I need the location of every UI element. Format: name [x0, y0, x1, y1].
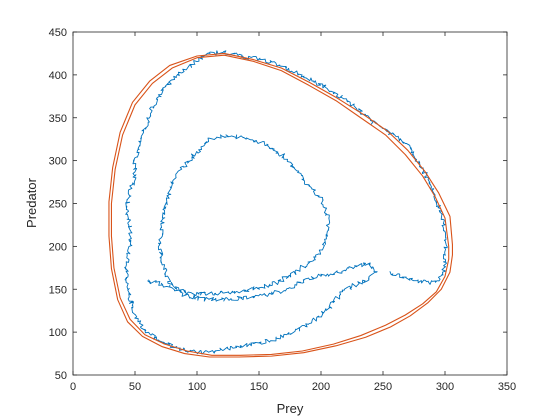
y-tick-label: 450: [49, 27, 67, 39]
y-axis-label: Predator: [24, 177, 39, 228]
y-tick-label: 50: [55, 370, 67, 382]
deterministic-orbit-line: [110, 54, 450, 356]
y-tick-label: 200: [49, 241, 67, 253]
y-tick-label: 150: [49, 284, 67, 296]
y-tick-label: 250: [49, 199, 67, 211]
x-axis-label: Prey: [277, 401, 304, 416]
x-tick-label: 200: [312, 381, 330, 393]
y-tick-label: 100: [49, 327, 67, 339]
x-tick-label: 50: [129, 381, 141, 393]
y-tick-label: 400: [49, 70, 67, 82]
stochastic-trajectory-line: [124, 50, 448, 355]
x-tick-label: 100: [188, 381, 206, 393]
ticks-layer: 0 50 100 150 200 250 300 3505010015020025030035…: [49, 27, 517, 393]
y-tick-label: 350: [49, 113, 67, 125]
y-tick-label: 300: [49, 156, 67, 168]
x-tick-label: 0: [70, 381, 76, 393]
plot-area: [73, 32, 507, 375]
x-tick-label: 300: [436, 381, 454, 393]
x-tick-label: 150: [250, 381, 268, 393]
series-layer: [108, 50, 453, 358]
deterministic-orbit-line: [108, 52, 453, 358]
x-tick-label: 350: [498, 381, 516, 393]
x-tick-label: 250: [374, 381, 392, 393]
